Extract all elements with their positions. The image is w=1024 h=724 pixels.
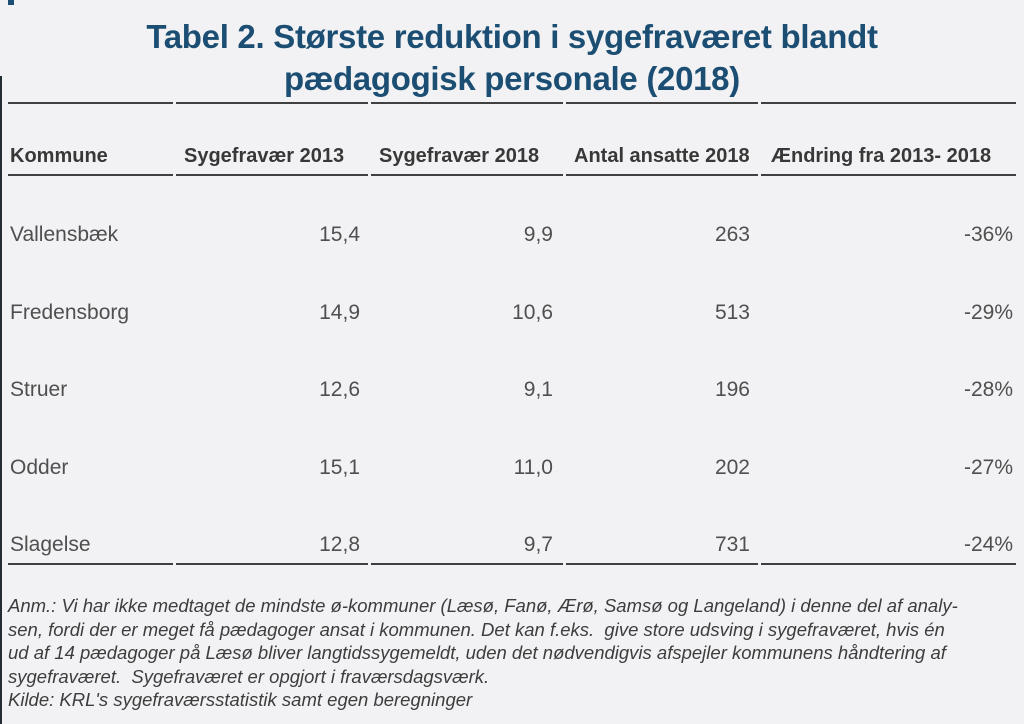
cell-antal-ansatte-2018: 263 (714, 223, 750, 247)
cell-antal-ansatte-2018: 196 (714, 378, 750, 402)
page-title-line1: Tabel 2. Største reduktion i sygefravære… (146, 18, 878, 55)
header-bottom-rule (8, 174, 1016, 176)
column-header-sygefravaer-2013: Sygefravær 2013 (184, 145, 345, 167)
page-title: Tabel 2. Største reduktion i sygefravære… (0, 16, 1024, 100)
column-header-kommune: Kommune (10, 145, 108, 167)
cell-kommune: Odder (10, 455, 69, 479)
cell-sygefravaer-2018: 9,7 (523, 532, 553, 556)
source-line: Kilde: KRL's sygefraværsstatistik samt e… (8, 689, 473, 710)
cell-antal-ansatte-2018: 202 (714, 455, 750, 479)
page-corner-mark (8, 0, 14, 5)
column-header-aendring: Ændring fra 2013- 2018 (771, 145, 992, 167)
cell-kommune: Vallensbæk (10, 223, 119, 247)
cell-sygefravaer-2013: 12,6 (319, 378, 360, 402)
table-row: Odder 15,1 11,0 202 -27% (8, 408, 1016, 485)
table-top-rule (8, 102, 1016, 104)
cell-sygefravaer-2018: 9,9 (523, 223, 553, 247)
table-footnotes: Anm.: Vi har ikke medtaget de mindste ø-… (8, 594, 958, 712)
table-bottom-rule (8, 562, 1016, 565)
footnote-line: sen, fordi der er meget få pædagoger ans… (8, 618, 945, 640)
cell-kommune: Fredensborg (10, 300, 130, 324)
cell-sygefravaer-2013: 14,9 (319, 300, 360, 324)
cell-aendring: -29% (963, 300, 1013, 324)
cell-sygefravaer-2013: 12,8 (319, 532, 360, 556)
cell-sygefravaer-2018: 9,1 (523, 378, 553, 402)
cell-sygefravaer-2013: 15,4 (319, 223, 360, 247)
cell-antal-ansatte-2018: 731 (714, 532, 750, 556)
cell-sygefravaer-2018: 11,0 (513, 455, 553, 479)
table-row: Fredensborg 14,9 10,6 513 -29% (8, 253, 1016, 330)
cell-antal-ansatte-2018: 513 (714, 300, 750, 324)
cell-sygefravaer-2013: 15,1 (319, 455, 360, 479)
column-header-sygefravaer-2018: Sygefravær 2018 (379, 145, 540, 167)
column-header-antal-ansatte-2018: Antal ansatte 2018 (574, 145, 750, 167)
table-row: Struer 12,6 9,1 196 -28% (8, 331, 1016, 408)
cell-aendring: -24% (963, 532, 1013, 556)
table-row: Slagelse 12,8 9,7 731 -24% (8, 486, 1016, 563)
footnote-line: ud af 14 pædagoger på Læsø bliver langti… (8, 642, 946, 663)
footnote-line: sygefraværet. Sygefraværet er opgjort i … (8, 665, 490, 687)
cell-kommune: Struer (10, 378, 68, 402)
page-title-line2: pædagogisk personale (2018) (284, 60, 740, 97)
cell-aendring: -27% (963, 455, 1013, 479)
footnote-line: Anm.: Vi har ikke medtaget de mindste ø-… (8, 595, 958, 616)
cell-aendring: -28% (963, 378, 1013, 402)
cell-aendring: -36% (963, 223, 1013, 247)
data-table: Kommune Sygefravær 2013 Sygefravær 2018 … (8, 102, 1016, 565)
page-edge-line (0, 76, 2, 724)
table-header-row: Kommune Sygefravær 2013 Sygefravær 2018 … (8, 104, 1016, 174)
cell-kommune: Slagelse (10, 532, 91, 556)
cell-sygefravaer-2018: 10,6 (512, 300, 553, 324)
table-row: Vallensbæk 15,4 9,9 263 -36% (8, 176, 1016, 253)
